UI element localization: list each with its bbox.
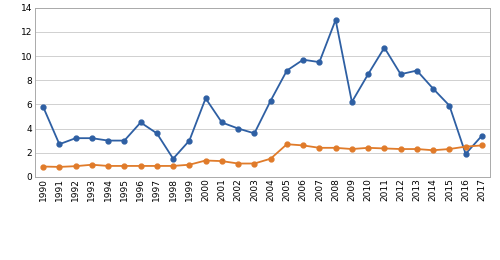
Remittance Inflow (% GDP) (186, 163, 192, 166)
Remittance Inflow (% GDP) (154, 164, 160, 167)
Remittance Inflow (% GDP) (398, 147, 404, 151)
Remittance Inflow (% GDP) (332, 146, 338, 150)
Oil Rent (% GDP) (284, 69, 290, 72)
Remittance Inflow (% GDP) (284, 143, 290, 146)
Remittance Inflow (% GDP) (462, 145, 468, 148)
Remittance Inflow (% GDP) (105, 164, 111, 167)
Oil Rent (% GDP) (170, 157, 176, 160)
Remittance Inflow (% GDP) (414, 147, 420, 151)
Remittance Inflow (% GDP) (252, 162, 258, 165)
Remittance Inflow (% GDP) (268, 157, 274, 160)
Oil Rent (% GDP) (122, 139, 128, 142)
Oil Rent (% GDP) (219, 121, 225, 124)
Remittance Inflow (% GDP) (40, 165, 46, 168)
Remittance Inflow (% GDP) (138, 164, 143, 167)
Remittance Inflow (% GDP) (382, 147, 388, 150)
Oil Rent (% GDP) (105, 139, 111, 142)
Oil Rent (% GDP) (300, 58, 306, 61)
Oil Rent (% GDP) (89, 136, 95, 140)
Oil Rent (% GDP) (382, 46, 388, 49)
Remittance Inflow (% GDP) (430, 149, 436, 152)
Oil Rent (% GDP) (446, 104, 452, 107)
Line: Remittance Inflow (% GDP): Remittance Inflow (% GDP) (40, 142, 484, 169)
Oil Rent (% GDP) (186, 139, 192, 142)
Remittance Inflow (% GDP) (365, 146, 371, 150)
Remittance Inflow (% GDP) (202, 159, 208, 162)
Oil Rent (% GDP) (138, 121, 143, 124)
Remittance Inflow (% GDP) (235, 162, 241, 165)
Oil Rent (% GDP) (462, 152, 468, 155)
Oil Rent (% GDP) (56, 143, 62, 146)
Oil Rent (% GDP) (40, 105, 46, 108)
Oil Rent (% GDP) (154, 132, 160, 135)
Remittance Inflow (% GDP) (56, 165, 62, 168)
Remittance Inflow (% GDP) (300, 144, 306, 147)
Oil Rent (% GDP) (349, 100, 355, 103)
Oil Rent (% GDP) (252, 132, 258, 135)
Remittance Inflow (% GDP) (219, 160, 225, 163)
Line: Oil Rent (% GDP): Oil Rent (% GDP) (40, 17, 484, 161)
Remittance Inflow (% GDP) (349, 147, 355, 151)
Oil Rent (% GDP) (316, 61, 322, 64)
Remittance Inflow (% GDP) (170, 164, 176, 167)
Oil Rent (% GDP) (202, 97, 208, 100)
Oil Rent (% GDP) (430, 87, 436, 90)
Remittance Inflow (% GDP) (446, 147, 452, 151)
Remittance Inflow (% GDP) (316, 146, 322, 150)
Oil Rent (% GDP) (235, 127, 241, 130)
Remittance Inflow (% GDP) (72, 165, 78, 168)
Oil Rent (% GDP) (365, 73, 371, 76)
Oil Rent (% GDP) (72, 136, 78, 140)
Remittance Inflow (% GDP) (89, 163, 95, 166)
Oil Rent (% GDP) (398, 73, 404, 76)
Oil Rent (% GDP) (332, 18, 338, 21)
Remittance Inflow (% GDP) (479, 144, 485, 147)
Remittance Inflow (% GDP) (122, 164, 128, 167)
Oil Rent (% GDP) (268, 99, 274, 102)
Oil Rent (% GDP) (479, 134, 485, 137)
Oil Rent (% GDP) (414, 69, 420, 72)
